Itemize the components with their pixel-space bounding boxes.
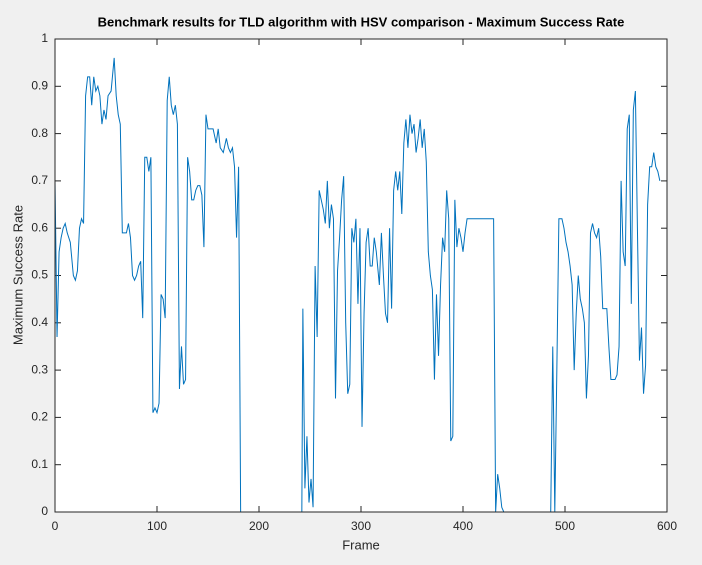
y-tick-label: 0.2 bbox=[31, 410, 48, 424]
x-tick-label: 500 bbox=[555, 519, 575, 533]
y-tick-label: 0.3 bbox=[31, 362, 48, 376]
y-tick-label: 0 bbox=[41, 504, 48, 518]
plot-area bbox=[55, 39, 667, 512]
x-tick-label: 0 bbox=[52, 519, 59, 533]
axes-box bbox=[54, 38, 668, 513]
x-tick-label: 300 bbox=[351, 519, 371, 533]
chart-title: Benchmark results for TLD algorithm with… bbox=[98, 14, 625, 29]
y-tick-label: 0.5 bbox=[31, 268, 48, 282]
y-tick-label: 0.8 bbox=[31, 126, 48, 140]
y-tick-label: 0.7 bbox=[31, 173, 48, 187]
y-tick-label: 0.1 bbox=[31, 457, 48, 471]
y-axis-label: Maximum Success Rate bbox=[10, 205, 25, 345]
x-tick-label: 100 bbox=[147, 519, 167, 533]
y-tick-label: 0.6 bbox=[31, 220, 48, 234]
data-line bbox=[54, 57, 661, 513]
y-tick-label: 0.4 bbox=[31, 315, 48, 329]
x-tick-label: 600 bbox=[657, 519, 677, 533]
x-tick-label: 200 bbox=[249, 519, 269, 533]
x-tick-label: 400 bbox=[453, 519, 473, 533]
x-axis-label: Frame bbox=[342, 537, 380, 552]
y-tick-label: 0.9 bbox=[31, 78, 48, 92]
y-tick-label: 1 bbox=[41, 31, 48, 45]
